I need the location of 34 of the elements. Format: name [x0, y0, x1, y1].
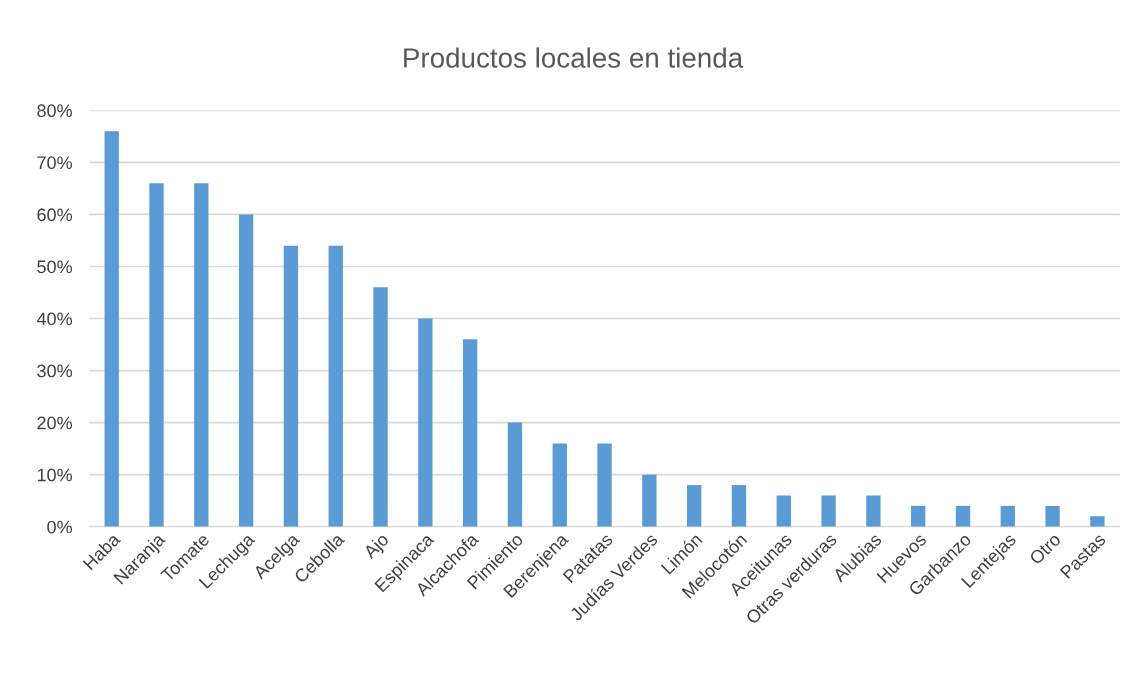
- bar: [597, 443, 612, 527]
- bar: [283, 245, 299, 527]
- y-tick-label: 50%: [37, 260, 72, 274]
- bar: [238, 214, 254, 527]
- bar: [1090, 516, 1105, 527]
- y-tick-label: 30%: [37, 364, 72, 378]
- bar: [104, 131, 119, 527]
- bar: [1000, 505, 1015, 527]
- bar: [194, 183, 209, 527]
- bar: [911, 505, 926, 527]
- y-tick-label: 0%: [47, 520, 72, 534]
- bar: [1045, 505, 1060, 527]
- bar: [328, 245, 343, 527]
- bar: [821, 495, 836, 527]
- bar: [866, 495, 881, 527]
- bar: [462, 339, 478, 527]
- x-tick-label: Otro: [1028, 532, 1062, 566]
- bar: [552, 443, 567, 527]
- chart-title: Productos locales en tienda: [404, 47, 744, 68]
- y-tick-label: 10%: [37, 468, 72, 482]
- bar: [373, 287, 388, 527]
- y-tick-label: 60%: [37, 208, 72, 222]
- bar: [507, 422, 523, 527]
- y-tick-label: 70%: [37, 156, 72, 170]
- bar: [687, 485, 702, 527]
- y-tick-label: 80%: [37, 104, 72, 118]
- bar: [418, 318, 433, 527]
- bar: [776, 495, 791, 527]
- y-tick-label: 40%: [36, 312, 72, 326]
- y-tick-label: 20%: [37, 416, 72, 430]
- bar: [955, 505, 971, 527]
- bar: [642, 474, 657, 527]
- bar: [731, 485, 747, 527]
- bar: [149, 183, 164, 527]
